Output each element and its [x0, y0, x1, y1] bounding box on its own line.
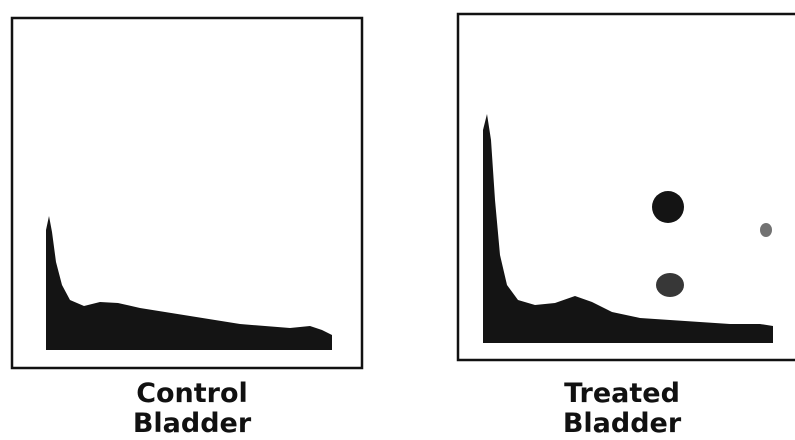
- histogram-shape: [46, 216, 332, 350]
- histogram-shape: [483, 114, 773, 343]
- panel-label: Bladder: [133, 408, 252, 439]
- panel-label: Control: [136, 378, 248, 409]
- panel-label: Treated: [564, 378, 680, 409]
- blob: [656, 273, 684, 297]
- panel-label: Bladder: [563, 408, 682, 439]
- treated-panel: Treated Bladder: [456, 12, 795, 439]
- speck: [760, 223, 772, 237]
- dot: [652, 191, 684, 223]
- control-panel: Control Bladder: [10, 16, 364, 439]
